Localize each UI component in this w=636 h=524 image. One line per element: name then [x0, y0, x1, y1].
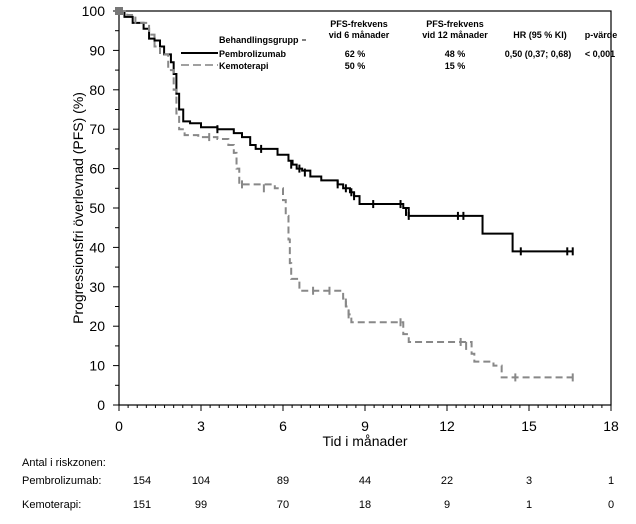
x-tick-label: 3 — [197, 418, 205, 434]
risk-value: 22 — [441, 475, 453, 487]
y-tick-label: 0 — [97, 397, 105, 413]
y-tick-label: 100 — [82, 3, 106, 19]
x-tick-label: 15 — [521, 418, 537, 434]
legend-header-pfs6-line2: vid 6 månader — [329, 30, 390, 40]
risk-value: 1 — [526, 499, 532, 511]
risk-value: 151 — [133, 499, 151, 511]
risk-value: 104 — [192, 475, 210, 487]
legend-label-pembrolizumab: Pembrolizumab — [219, 49, 287, 59]
legend-header-pfs6-line1: PFS-frekvens — [330, 19, 388, 29]
y-tick-label: 10 — [89, 358, 105, 374]
risk-value: 9 — [444, 499, 450, 511]
y-tick-label: 90 — [89, 42, 105, 58]
x-tick-label: 0 — [115, 418, 123, 434]
risk-value: 89 — [277, 475, 289, 487]
legend: PFS-frekvens vid 6 månader PFS-frekvens … — [181, 19, 617, 71]
start-marker — [115, 7, 123, 15]
legend-hr-pembrolizumab: 0,50 (0,37; 0,68) — [505, 49, 572, 59]
km-curve-pembrolizumab — [119, 10, 573, 253]
y-tick-label: 20 — [89, 318, 105, 334]
y-tick-label: 70 — [89, 121, 105, 137]
risk-row-label-pembrolizumab: Pembrolizumab: — [22, 475, 101, 487]
risk-value: 99 — [195, 499, 207, 511]
y-tick-labels: 0 10 20 30 40 50 60 70 80 90 100 — [82, 3, 106, 413]
axis-ticks — [113, 10, 612, 411]
legend-p-pembrolizumab: < 0,001 — [585, 49, 615, 59]
legend-pfs6-kemoterapi: 50 % — [345, 61, 366, 71]
legend-header-group: Behandlingsgrupp — [219, 35, 299, 45]
y-tick-label: 40 — [89, 239, 105, 255]
risk-table: Antal i riskzonen: Pembrolizumab: Kemote… — [22, 457, 614, 511]
x-axis-title: Tid i månader — [322, 433, 407, 449]
risk-values: 154 104 89 44 22 3 1 151 99 70 18 9 1 0 — [133, 475, 614, 511]
x-tick-label: 6 — [279, 418, 287, 434]
risk-value: 154 — [133, 475, 151, 487]
series-kemoterapi — [119, 10, 574, 382]
risk-value: 3 — [526, 475, 532, 487]
legend-label-kemoterapi: Kemoterapi — [219, 61, 269, 71]
risk-value: 18 — [359, 499, 371, 511]
survival-curves — [115, 7, 574, 382]
risk-value: 0 — [608, 499, 614, 511]
legend-pfs12-kemoterapi: 15 % — [445, 61, 466, 71]
y-tick-label: 50 — [89, 200, 105, 216]
series-pembrolizumab — [119, 10, 574, 256]
legend-header-p: p-värde — [585, 30, 618, 40]
y-tick-label: 30 — [89, 279, 105, 295]
risk-table-title: Antal i riskzonen: — [22, 457, 106, 469]
legend-pfs6-pembrolizumab: 62 % — [345, 49, 366, 59]
risk-value: 44 — [359, 475, 371, 487]
risk-row-label-kemoterapi: Kemoterapi: — [22, 499, 81, 511]
x-tick-label: 18 — [603, 418, 619, 434]
legend-header-hr: HR (95 % KI) — [513, 30, 567, 40]
risk-value: 70 — [277, 499, 289, 511]
legend-header-pfs12-line1: PFS-frekvens — [426, 19, 484, 29]
y-tick-label: 80 — [89, 82, 105, 98]
risk-value: 1 — [608, 475, 614, 487]
x-tick-labels: 0 3 6 9 12 15 18 — [115, 418, 619, 434]
y-axis-title: Progressionsfri överlevnad (PFS) (%) — [70, 92, 86, 324]
y-tick-label: 60 — [89, 161, 105, 177]
x-tick-label: 9 — [361, 418, 369, 434]
km-curve-kemoterapi — [119, 10, 573, 379]
x-tick-label: 12 — [439, 418, 455, 434]
legend-header-pfs12-line2: vid 12 månader — [422, 30, 488, 40]
legend-pfs12-pembrolizumab: 48 % — [445, 49, 466, 59]
